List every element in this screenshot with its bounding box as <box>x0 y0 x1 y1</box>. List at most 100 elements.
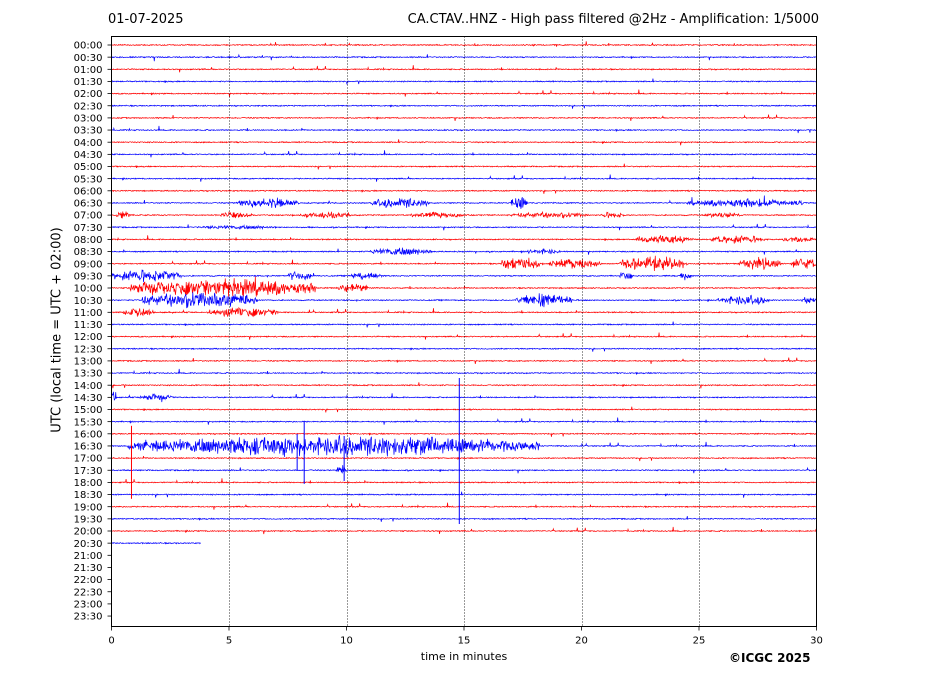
trace-1800 <box>111 478 817 484</box>
trace-0800 <box>111 235 817 244</box>
y-tick-label: 04:00 <box>74 138 103 149</box>
trace-1830 <box>111 491 817 498</box>
x-tick-label: 20 <box>575 636 588 647</box>
y-tick-label: 01:00 <box>74 65 103 76</box>
x-axis-ticks: 0 5 10 15 20 25 30 <box>108 626 823 647</box>
y-tick-label: 23:30 <box>74 612 103 623</box>
y-tick-label: 08:30 <box>74 247 103 258</box>
y-axis-label: UTC (local time = UTC + 02:00) <box>49 227 65 433</box>
y-tick-label: 17:30 <box>74 466 103 477</box>
trace-0200 <box>111 89 817 97</box>
trace-0830 <box>111 247 817 256</box>
seismic-traces <box>111 41 817 545</box>
y-tick-label: 17:00 <box>74 454 103 465</box>
trace-1300 <box>111 357 817 365</box>
y-tick-label: 00:30 <box>74 53 103 64</box>
trace-0530 <box>111 174 817 182</box>
trace-1030 <box>111 292 817 309</box>
x-tick-label: 25 <box>693 636 706 647</box>
y-tick-label: 16:30 <box>74 442 103 453</box>
y-tick-label: 04:30 <box>74 150 103 161</box>
trace-0500 <box>111 163 817 170</box>
x-tick-label: 30 <box>810 636 823 647</box>
y-tick-label: 03:30 <box>74 126 103 137</box>
y-tick-label: 05:00 <box>74 162 103 173</box>
y-tick-label: 07:00 <box>74 211 103 222</box>
y-tick-label: 11:30 <box>74 320 103 331</box>
x-tick-label: 10 <box>340 636 353 647</box>
trace-1230 <box>111 347 817 352</box>
x-tick-label: 5 <box>226 636 232 647</box>
trace-1530 <box>111 417 817 425</box>
y-tick-label: 15:30 <box>74 417 103 428</box>
y-tick-label: 18:00 <box>74 478 103 489</box>
trace-0730 <box>111 223 817 231</box>
chart-title: CA.CTAV..HNZ - High pass filtered @2Hz -… <box>407 12 819 27</box>
minute-gridlines <box>229 36 700 627</box>
trace-0300 <box>111 114 817 122</box>
y-tick-label: 16:00 <box>74 429 103 440</box>
y-tick-label: 05:30 <box>74 174 103 185</box>
y-tick-label: 19:00 <box>74 502 103 513</box>
trace-1430 <box>111 391 817 403</box>
trace-2000 <box>111 526 817 535</box>
trace-1100 <box>111 306 817 318</box>
trace-0930 <box>111 269 817 283</box>
trace-1000 <box>111 276 817 297</box>
y-tick-label: 02:00 <box>74 89 103 100</box>
trace-0000 <box>111 41 817 47</box>
date-label: 01-07-2025 <box>108 12 184 27</box>
x-tick-label: 15 <box>458 636 471 647</box>
y-tick-label: 08:00 <box>74 235 103 246</box>
y-tick-label: 10:30 <box>74 296 103 307</box>
y-tick-label: 09:00 <box>74 259 103 270</box>
y-tick-label: 10:00 <box>74 284 103 295</box>
y-tick-label: 06:30 <box>74 199 103 210</box>
plot-frame <box>111 36 817 627</box>
y-tick-label: 18:30 <box>74 490 103 501</box>
trace-0630 <box>111 195 817 209</box>
trace-0600 <box>111 189 817 194</box>
y-tick-label: 20:30 <box>74 539 103 550</box>
copyright-label: ©ICGC 2025 <box>729 651 811 665</box>
y-tick-label: 00:00 <box>74 41 103 52</box>
y-tick-label: 14:30 <box>74 393 103 404</box>
trace-1400 <box>111 382 817 389</box>
x-tick-label: 0 <box>108 636 114 647</box>
trace-1630 <box>111 434 817 458</box>
trace-0130 <box>111 78 817 85</box>
trace-1900 <box>111 502 817 510</box>
y-tick-label: 23:00 <box>74 600 103 611</box>
y-tick-label: 22:00 <box>74 575 103 586</box>
trace-1700 <box>111 455 817 462</box>
trace-0230 <box>111 104 817 109</box>
y-tick-label: 13:00 <box>74 357 103 368</box>
trace-1500 <box>111 406 817 413</box>
y-tick-label: 01:30 <box>74 77 103 88</box>
y-tick-label: 15:00 <box>74 405 103 416</box>
trace-1930 <box>111 515 817 522</box>
trace-0400 <box>111 139 817 146</box>
y-tick-label: 13:30 <box>74 369 103 380</box>
y-tick-label: 02:30 <box>74 101 103 112</box>
y-tick-label: 12:00 <box>74 332 103 343</box>
y-tick-label: 12:30 <box>74 344 103 355</box>
y-tick-label: 21:00 <box>74 551 103 562</box>
y-tick-label: 22:30 <box>74 587 103 598</box>
trace-0900 <box>111 255 817 272</box>
trace-1730 <box>111 465 817 474</box>
y-tick-label: 09:30 <box>74 271 103 282</box>
y-tick-label: 21:30 <box>74 563 103 574</box>
trace-2030 <box>111 541 201 545</box>
trace-1200 <box>111 332 817 340</box>
trace-0700 <box>111 210 817 220</box>
trace-0330 <box>111 125 817 134</box>
trace-0100 <box>111 65 817 73</box>
y-tick-label: 03:00 <box>74 114 103 125</box>
trace-1600 <box>111 432 817 437</box>
trace-1130 <box>111 321 817 328</box>
y-tick-label: 06:00 <box>74 186 103 197</box>
y-tick-label: 11:00 <box>74 308 103 319</box>
